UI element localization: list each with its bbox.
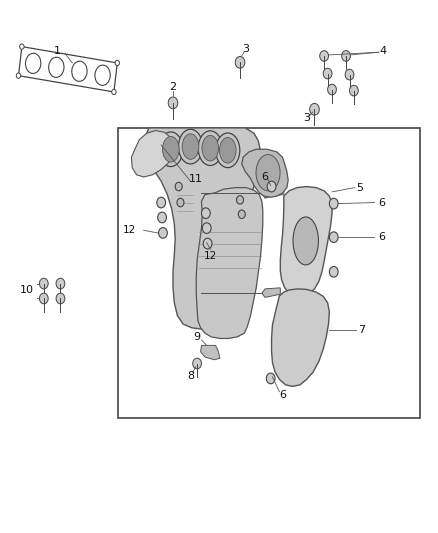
Polygon shape <box>262 188 284 198</box>
Ellipse shape <box>256 155 280 191</box>
Circle shape <box>56 293 65 304</box>
Circle shape <box>159 228 167 238</box>
Polygon shape <box>145 128 261 329</box>
Text: 8: 8 <box>187 371 194 381</box>
Circle shape <box>177 198 184 207</box>
Text: 4: 4 <box>380 46 387 55</box>
Circle shape <box>115 60 120 66</box>
Ellipse shape <box>293 217 318 265</box>
Polygon shape <box>242 149 288 197</box>
Text: 11: 11 <box>189 174 203 183</box>
Text: 2: 2 <box>170 82 177 92</box>
Text: 12: 12 <box>123 225 136 235</box>
Circle shape <box>20 44 24 49</box>
Ellipse shape <box>182 134 199 159</box>
Ellipse shape <box>202 135 219 161</box>
Circle shape <box>350 85 358 96</box>
Circle shape <box>168 97 178 109</box>
Circle shape <box>342 51 350 61</box>
Circle shape <box>158 212 166 223</box>
Circle shape <box>329 232 338 243</box>
Circle shape <box>323 68 332 79</box>
Circle shape <box>112 90 116 95</box>
Bar <box>118 128 420 418</box>
Circle shape <box>175 182 182 191</box>
Circle shape <box>329 266 338 277</box>
Polygon shape <box>145 131 250 148</box>
Text: 6: 6 <box>279 391 286 400</box>
Circle shape <box>157 197 166 208</box>
Text: 3: 3 <box>303 114 310 123</box>
Text: 10: 10 <box>20 286 34 295</box>
Ellipse shape <box>179 130 202 164</box>
Circle shape <box>266 373 275 384</box>
Polygon shape <box>272 289 329 386</box>
Circle shape <box>203 238 212 249</box>
Circle shape <box>39 278 48 289</box>
Circle shape <box>328 84 336 95</box>
Ellipse shape <box>216 133 240 168</box>
Circle shape <box>16 73 21 78</box>
Circle shape <box>329 198 338 209</box>
Ellipse shape <box>219 138 236 163</box>
Circle shape <box>202 223 211 233</box>
Text: 1: 1 <box>53 46 60 55</box>
Circle shape <box>56 278 65 289</box>
Text: 5: 5 <box>357 183 364 192</box>
Polygon shape <box>262 288 280 297</box>
Circle shape <box>320 51 328 61</box>
Text: 3: 3 <box>242 44 249 54</box>
Text: 12: 12 <box>204 251 217 261</box>
Ellipse shape <box>159 132 183 166</box>
Polygon shape <box>196 188 263 338</box>
Circle shape <box>201 208 210 219</box>
Circle shape <box>237 196 244 204</box>
Text: 6: 6 <box>378 198 385 207</box>
Text: 7: 7 <box>358 326 365 335</box>
Circle shape <box>235 56 245 68</box>
Ellipse shape <box>198 131 222 165</box>
Circle shape <box>238 210 245 219</box>
Text: 6: 6 <box>378 232 385 242</box>
Text: 6: 6 <box>261 172 268 182</box>
Polygon shape <box>131 131 174 177</box>
Circle shape <box>345 69 354 80</box>
Circle shape <box>39 293 48 304</box>
Polygon shape <box>280 187 332 296</box>
Circle shape <box>267 181 276 192</box>
Circle shape <box>193 358 201 369</box>
Text: 9: 9 <box>194 332 201 342</box>
Ellipse shape <box>162 136 179 162</box>
Polygon shape <box>201 345 220 360</box>
Circle shape <box>310 103 319 115</box>
